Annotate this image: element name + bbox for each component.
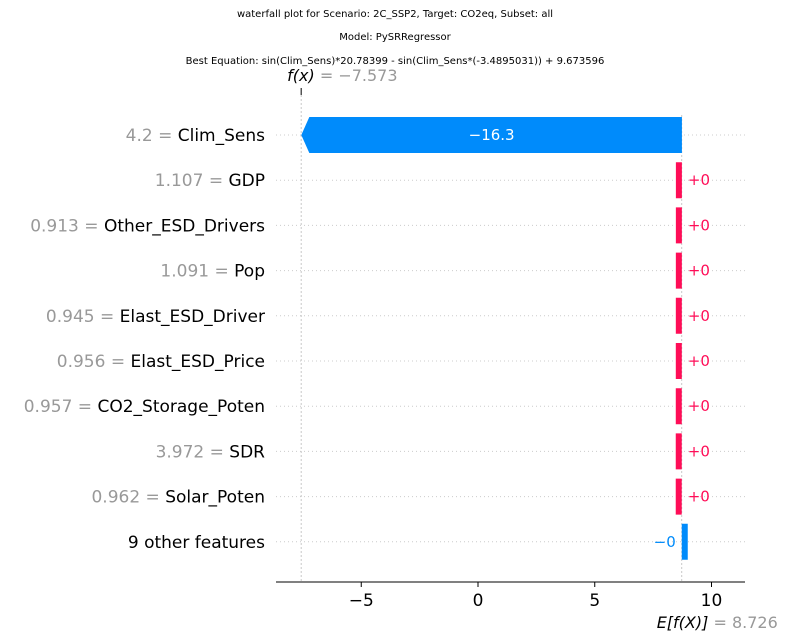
feature-name: Clim_Sens <box>178 126 265 146</box>
feature-name: Elast_ESD_Price <box>131 352 266 372</box>
bar-value-label: +0 <box>688 488 710 506</box>
feature-name: Solar_Poten <box>165 488 265 508</box>
chart-title-line-1: waterfall plot for Scenario: 2C_SSP2, Ta… <box>236 9 554 20</box>
feature-name: GDP <box>228 171 265 191</box>
feature-label: 0.957 = CO2_Storage_Poten <box>24 397 265 417</box>
feature-name: 9 other features <box>128 533 265 553</box>
feature-label: 9 other features <box>128 533 265 553</box>
fx-label: f(x) <box>287 66 320 85</box>
waterfall-bar-sdr <box>675 433 682 470</box>
waterfall-bar-clim-sens <box>301 117 682 153</box>
x-tick-label: 0 <box>473 591 484 611</box>
fx-annotation: f(x) = −7.573 <box>287 66 397 85</box>
bar-value-label: +0 <box>688 262 710 280</box>
feature-name: CO2_Storage_Poten <box>97 397 265 417</box>
feature-label: 0.945 = Elast_ESD_Driver <box>46 307 265 327</box>
waterfall-bar-elast-esd-driver <box>675 297 682 334</box>
feature-label: 0.956 = Elast_ESD_Price <box>57 352 265 372</box>
feature-label: 0.962 = Solar_Poten <box>91 488 265 508</box>
fx-value: = −7.573 <box>320 66 398 85</box>
feature-value: 0.956 = <box>57 352 131 372</box>
bar-value-label: +0 <box>688 307 710 325</box>
waterfall-bar-gdp <box>675 162 682 199</box>
waterfall-bar-solar-poten <box>675 478 682 515</box>
bar-value-label: +0 <box>688 216 710 234</box>
x-tick-label: 5 <box>589 591 600 611</box>
bar-value-label: +0 <box>688 352 710 370</box>
feature-value: 0.957 = <box>24 397 98 417</box>
chart-title-line-3: Best Equation: sin(Clim_Sens)*20.78399 -… <box>185 56 605 67</box>
feature-value: 1.091 = <box>160 262 234 282</box>
feature-label: 1.091 = Pop <box>160 262 265 282</box>
base-value-label: E[f(X)] <box>657 613 714 632</box>
bar-value-label: +0 <box>688 397 710 415</box>
bar-value-label: +0 <box>688 442 710 460</box>
base-value: = 8.726 <box>713 613 777 632</box>
feature-name: SDR <box>229 442 265 462</box>
feature-label: 1.107 = GDP <box>155 171 265 191</box>
waterfall-bar-pop <box>675 252 682 289</box>
feature-label: 4.2 = Clim_Sens <box>126 126 265 146</box>
bar-value-label: −0 <box>654 533 676 551</box>
x-tick-label: 10 <box>701 591 723 611</box>
feature-value: 4.2 = <box>126 126 178 146</box>
feature-label: 3.972 = SDR <box>156 442 266 462</box>
waterfall-bar-elast-esd-price <box>675 343 682 379</box>
feature-name: Other_ESD_Drivers <box>104 216 265 236</box>
feature-name: Elast_ESD_Driver <box>120 307 265 327</box>
feature-label: 0.913 = Other_ESD_Drivers <box>30 216 265 236</box>
waterfall-bar-9-other-features <box>681 523 688 560</box>
base-value-annotation: E[f(X)] = 8.726 <box>657 613 778 632</box>
feature-name: Pop <box>234 262 265 282</box>
bar-value-label: +0 <box>688 171 710 189</box>
chart-title-line-2: Model: PySRRegressor <box>339 32 451 43</box>
feature-value: 1.107 = <box>155 171 229 191</box>
feature-value: 0.913 = <box>30 216 104 236</box>
feature-value: 0.962 = <box>91 488 165 508</box>
waterfall-bar-other-esd-drivers <box>675 207 682 244</box>
feature-value: 0.945 = <box>46 307 120 327</box>
bar-value-label: −16.3 <box>469 126 515 144</box>
waterfall-bar-co2-storage-poten <box>675 388 682 425</box>
x-tick-label: −5 <box>349 591 374 611</box>
feature-value: 3.972 = <box>156 442 230 462</box>
